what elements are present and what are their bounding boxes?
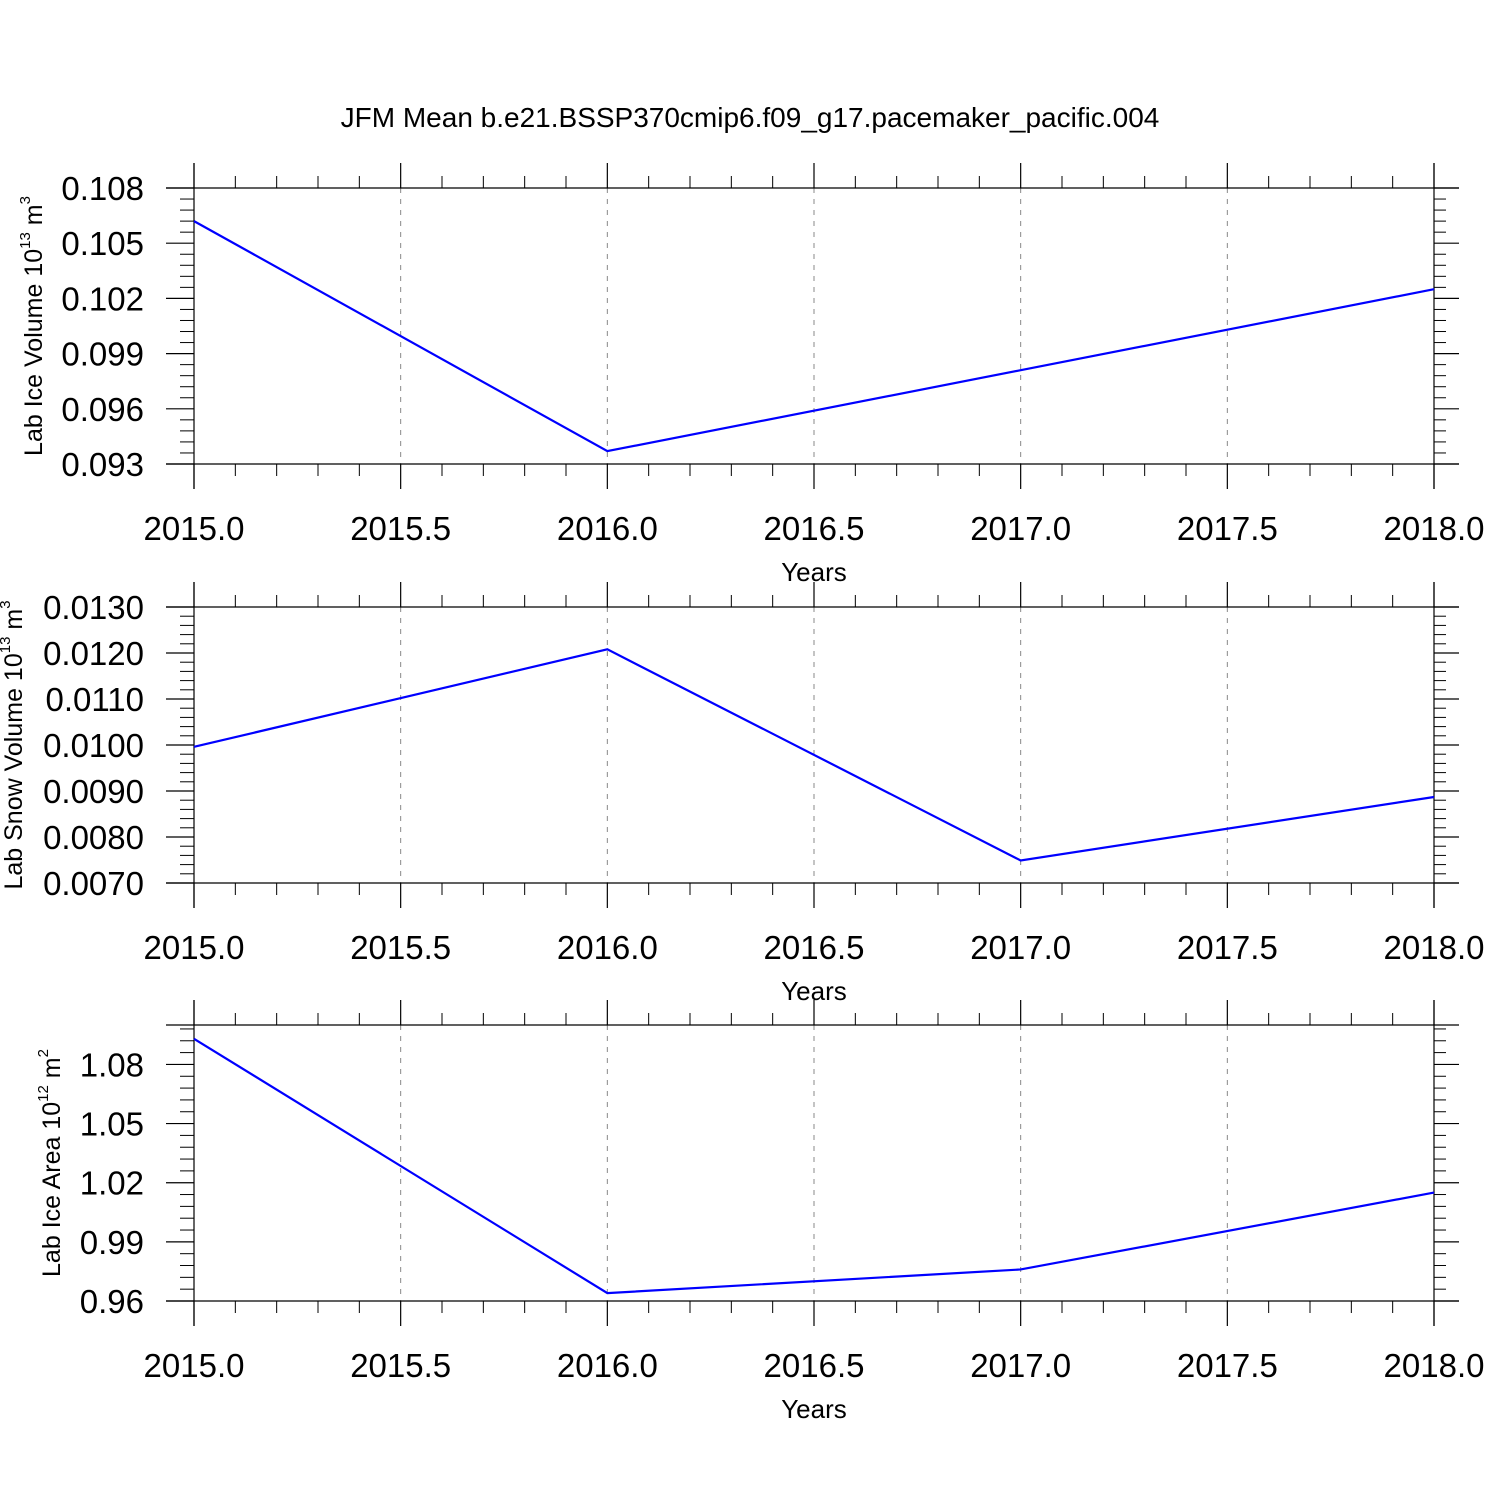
x-tick-label: 2015.0 xyxy=(144,929,245,966)
y-tick-label: 0.99 xyxy=(80,1224,144,1261)
x-tick-label: 2016.0 xyxy=(557,1347,658,1384)
panel-1: 0.093 0.096 0.099 0.102 0.105 0.108 2015.0 2015… xyxy=(17,163,1484,587)
y-tick-label: 0.099 xyxy=(61,336,144,373)
x-tick-label: 2017.5 xyxy=(1177,510,1278,547)
chart-title: JFM Mean b.e21.BSSP370cmip6.f09_g17.pace… xyxy=(341,102,1160,133)
x-tick-label: 2017.0 xyxy=(970,929,1071,966)
y-tick-label: 0.096 xyxy=(61,391,144,428)
panel-3: 0.96 0.99 1.02 1.05 1.08 2015.0 2015.5 2016.0 20… xyxy=(35,1000,1484,1424)
panel-2: 0.0070 0.0080 0.0090 0.0100 0.0110 0.0120 0.01… xyxy=(0,582,1484,1006)
y-tick-label: 0.0080 xyxy=(43,819,144,856)
y-tick-label: 0.093 xyxy=(61,446,144,483)
x-tick-label: 2016.0 xyxy=(557,929,658,966)
x-axis-label: Years xyxy=(781,1394,847,1424)
x-tick-label: 2015.5 xyxy=(350,929,451,966)
x-tick-label: 2015.0 xyxy=(144,510,245,547)
y-axis-label: Lab Ice Area 1012 m2 xyxy=(35,1049,66,1277)
y-tick-label: 0.96 xyxy=(80,1283,144,1320)
x-tick-label: 2018.0 xyxy=(1384,1347,1485,1384)
y-tick-label: 1.08 xyxy=(80,1046,144,1083)
x-tick-label: 2015.5 xyxy=(350,510,451,547)
x-tick-label: 2018.0 xyxy=(1384,510,1485,547)
y-tick-label: 0.0090 xyxy=(43,773,144,810)
y-axis-label: Lab Snow Volume 1013 m3 xyxy=(0,600,28,889)
y-tick-label: 0.0110 xyxy=(46,681,144,718)
x-tick-label: 2015.5 xyxy=(350,1347,451,1384)
series-line xyxy=(193,1037,1435,1295)
x-tick-label: 2017.0 xyxy=(970,510,1071,547)
y-tick-label: 0.105 xyxy=(61,225,144,262)
x-tick-label: 2016.0 xyxy=(557,510,658,547)
y-tick-label: 0.0130 xyxy=(43,589,144,626)
y-tick-label: 0.0070 xyxy=(43,865,144,902)
x-tick-label: 2018.0 xyxy=(1384,929,1485,966)
y-tick-label: 0.0120 xyxy=(43,635,144,672)
y-tick-label: 0.0100 xyxy=(43,727,144,764)
x-tick-label: 2016.5 xyxy=(764,510,865,547)
x-tick-label: 2017.5 xyxy=(1177,1347,1278,1384)
y-axis-label: Lab Ice Volume 1013 m3 xyxy=(17,196,48,456)
y-tick-label: 1.02 xyxy=(80,1165,144,1202)
y-tick-label: 0.108 xyxy=(61,170,144,207)
x-tick-label: 2015.0 xyxy=(144,1347,245,1384)
y-tick-label: 0.102 xyxy=(61,280,144,317)
x-tick-label: 2016.5 xyxy=(764,929,865,966)
x-tick-label: 2017.5 xyxy=(1177,929,1278,966)
x-tick-label: 2016.5 xyxy=(764,1347,865,1384)
series-line xyxy=(193,648,1435,862)
x-tick-label: 2017.0 xyxy=(970,1347,1071,1384)
y-tick-label: 1.05 xyxy=(80,1106,144,1143)
series-line xyxy=(193,220,1435,453)
